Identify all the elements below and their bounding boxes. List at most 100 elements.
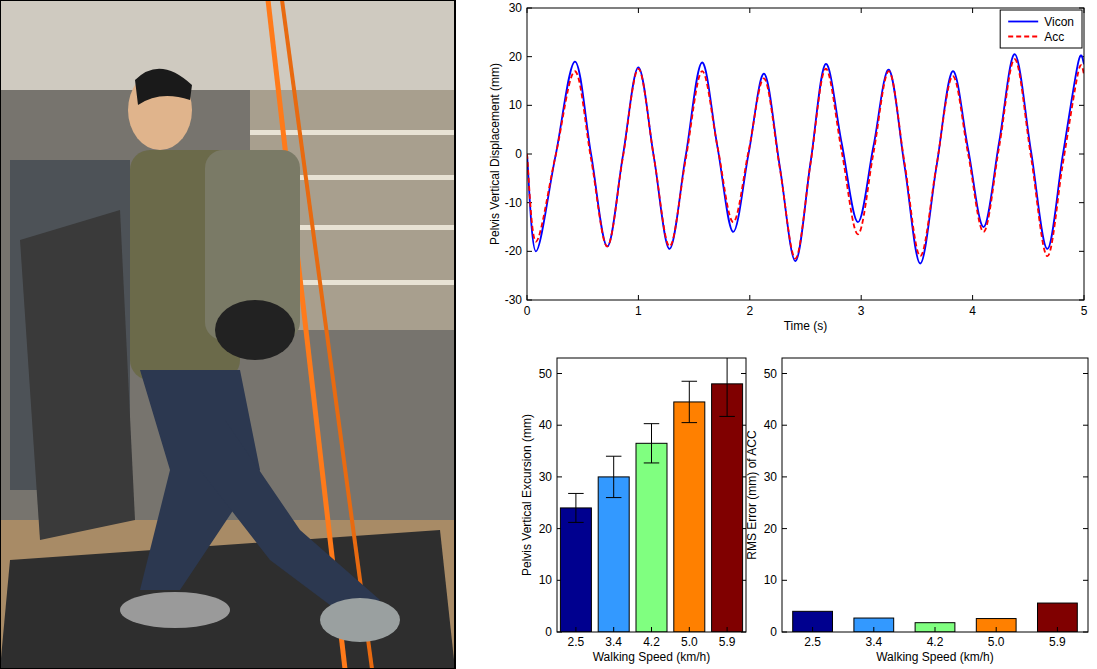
line-chart: -30-20-100102030012345Time (s)Pelvis Ver… — [488, 1, 1088, 333]
error-cap — [644, 462, 659, 463]
x-tick-label: 4 — [969, 304, 976, 318]
x-tick — [972, 295, 973, 300]
y-tick — [1083, 425, 1088, 426]
y-tick — [527, 251, 532, 252]
error-cap — [606, 497, 621, 498]
y-tick — [782, 425, 787, 426]
x-tick — [638, 295, 639, 300]
x-tick — [935, 627, 936, 632]
x-tick — [996, 627, 997, 632]
y-tick — [741, 373, 746, 374]
y-tick — [782, 528, 787, 529]
y-tick — [1079, 105, 1084, 106]
x-tick — [638, 8, 639, 13]
photo-treadmill — [0, 530, 455, 669]
error-cap — [606, 456, 621, 457]
bar-chart: 010203040502.53.44.25.05.9Walking Speed … — [745, 358, 1088, 664]
y-tick — [1083, 373, 1088, 374]
y-tick — [557, 373, 562, 374]
y-tick-label: -10 — [505, 196, 523, 210]
y-tick-label: 30 — [764, 470, 778, 484]
y-tick — [1079, 202, 1084, 203]
x-tick — [749, 8, 750, 13]
x-tick — [873, 627, 874, 632]
x-tick — [749, 295, 750, 300]
bar — [976, 619, 1016, 632]
error-bar — [568, 493, 583, 522]
background — [0, 0, 1097, 669]
series-line — [527, 59, 1084, 259]
plot-frame — [782, 358, 1088, 632]
series-line — [527, 54, 1084, 263]
photo-ground — [0, 0, 455, 669]
photo-frame — [0, 0, 455, 669]
x-tick-label: 5.9 — [719, 635, 736, 649]
bar — [1038, 603, 1078, 632]
plot-area — [527, 8, 1084, 300]
y-tick-label: 0 — [545, 625, 552, 639]
x-tick-label: 2.5 — [568, 635, 585, 649]
error-cap — [568, 493, 583, 494]
bar — [712, 384, 743, 632]
legend: ViconAcc — [1000, 10, 1082, 48]
y-tick — [782, 476, 787, 477]
photo-shoe — [320, 598, 400, 642]
plot-area — [782, 358, 1088, 632]
error-stem — [727, 358, 728, 416]
bar — [854, 618, 894, 632]
x-axis-title: Walking Speed (km/h) — [876, 650, 994, 664]
y-tick — [782, 373, 787, 374]
y-axis-title: Pelvis Vertical Displacement (mm) — [488, 63, 502, 245]
y-tick — [557, 425, 562, 426]
x-tick-label: 5.9 — [1049, 635, 1066, 649]
x-tick — [861, 8, 862, 13]
x-tick-label: 3.4 — [605, 635, 622, 649]
y-tick-label: 40 — [539, 418, 553, 432]
lines — [527, 54, 1084, 263]
y-tick-label: 30 — [539, 470, 553, 484]
x-axis-title: Walking Speed (km/h) — [593, 650, 711, 664]
error-stem — [689, 381, 690, 422]
photo-leg — [200, 420, 380, 620]
x-tick-label: 1 — [635, 304, 642, 318]
error-bar — [682, 381, 697, 422]
figure: -30-20-100102030012345Time (s)Pelvis Ver… — [0, 0, 1097, 669]
error-cap — [568, 522, 583, 523]
bars — [793, 603, 1078, 632]
x-tick-label: 2.5 — [804, 635, 821, 649]
y-tick-label: 20 — [764, 522, 778, 536]
y-tick-label: 10 — [509, 98, 523, 112]
x-tick-label: 2 — [746, 304, 753, 318]
legend-box — [1000, 10, 1082, 48]
plot-frame — [527, 8, 1084, 300]
x-tick — [861, 295, 862, 300]
x-tick-label: 5 — [1081, 304, 1088, 318]
error-stem — [613, 456, 614, 497]
plot-frame — [557, 358, 746, 632]
y-tick-label: 0 — [515, 147, 522, 161]
photo-shoe — [120, 592, 230, 628]
y-tick-label: 50 — [764, 367, 778, 381]
bar — [636, 443, 667, 632]
y-axis-title: Pelvis Vertical Excursion (mm) — [520, 414, 534, 576]
x-tick — [575, 627, 576, 632]
y-tick — [1079, 251, 1084, 252]
legend-swatch — [1008, 21, 1038, 23]
bar — [915, 623, 955, 632]
plot-area — [557, 358, 746, 632]
x-tick-label: 0 — [524, 304, 531, 318]
y-tick-label: 30 — [509, 1, 523, 15]
y-tick — [782, 580, 787, 581]
error-cap — [644, 423, 659, 424]
y-tick-label: 20 — [509, 50, 523, 64]
x-tick-label: 3 — [858, 304, 865, 318]
x-tick-label: 4.2 — [643, 635, 660, 649]
x-tick — [812, 627, 813, 632]
y-axis-title: RMS Error (mm) of ACC — [745, 430, 759, 560]
bar — [674, 402, 705, 632]
y-tick — [1079, 154, 1084, 155]
legend-label: Vicon — [1044, 15, 1074, 29]
x-tick-label: 5.0 — [681, 635, 698, 649]
error-stem — [651, 424, 652, 463]
y-tick-label: 10 — [764, 573, 778, 587]
